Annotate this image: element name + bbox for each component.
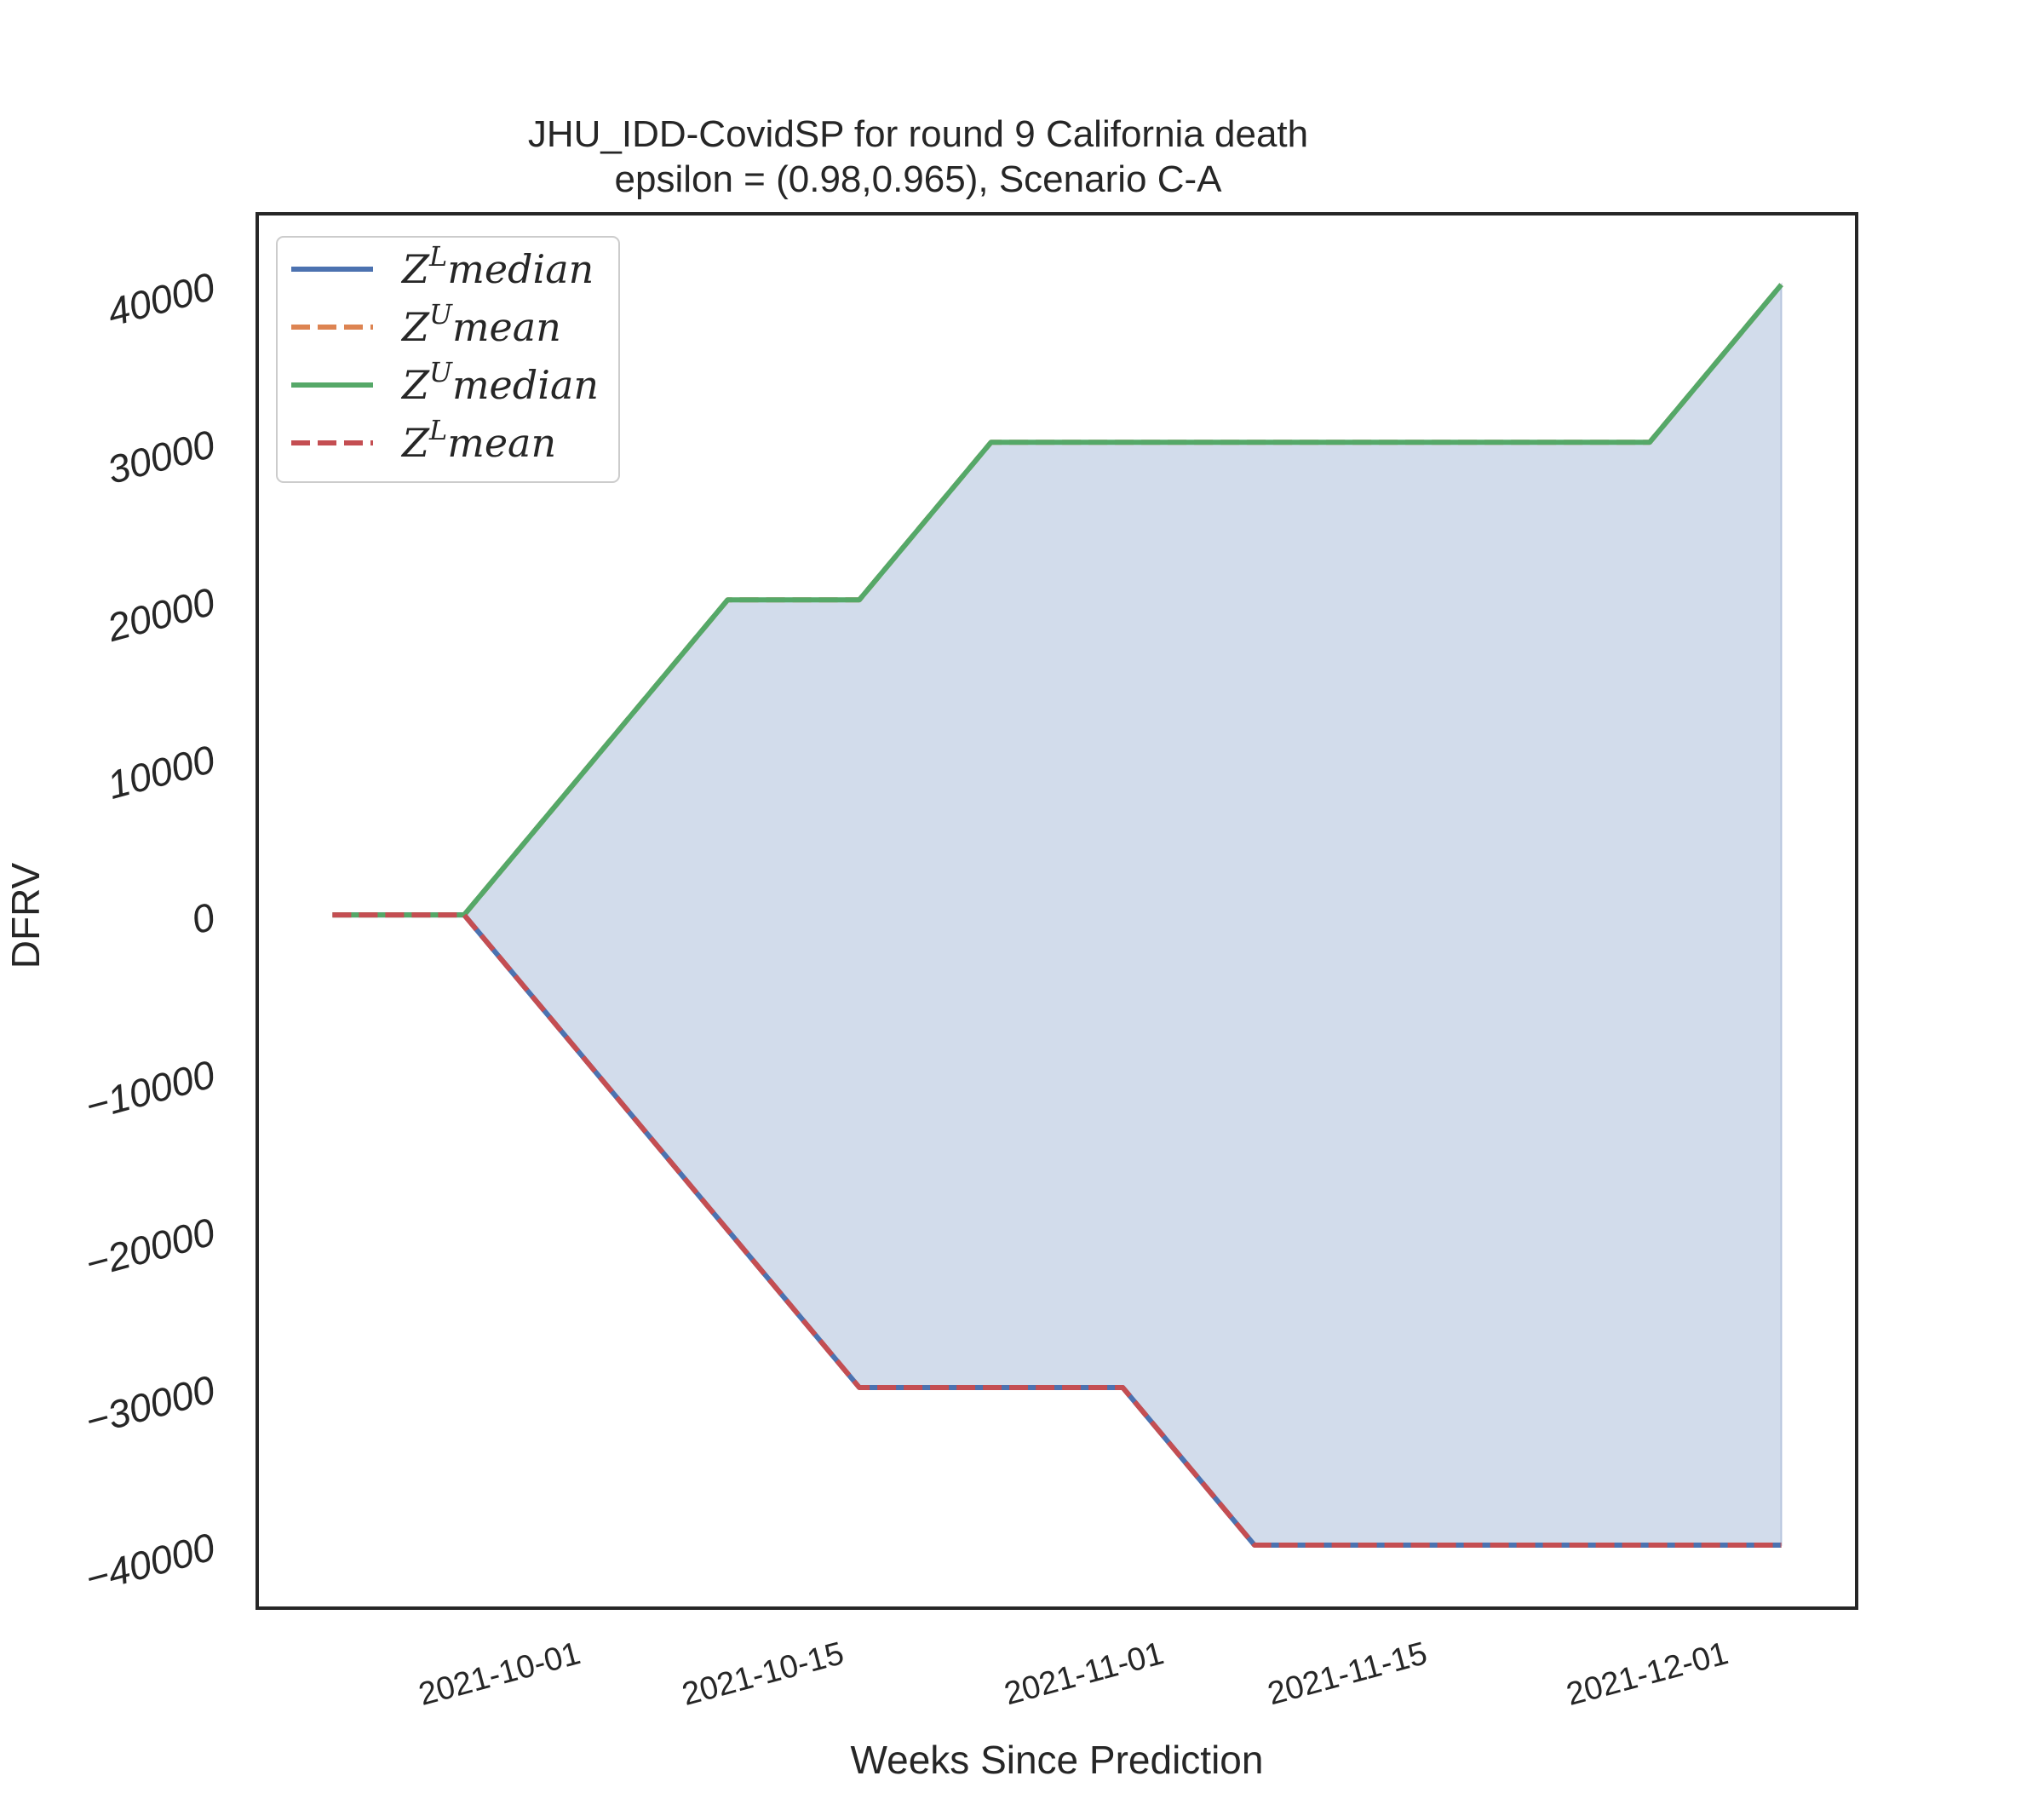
x-tick-label: 2021-11-01 (1001, 1635, 1168, 1712)
legend-box (276, 236, 620, 483)
y-tick-label: −30000 (81, 1366, 220, 1443)
y-tick-label: 30000 (103, 422, 220, 492)
plot-frame (256, 212, 1858, 1610)
y-tick-labels: −40000 −30000 −20000 −10000 0 10000 20000 30000… (81, 264, 220, 1601)
chart-subtitle: epsilon = (0.98,0.965), Scenario C-A (615, 158, 1223, 200)
x-tick-label: 2021-10-15 (679, 1635, 848, 1713)
x-tick-label: 2021-11-15 (1264, 1635, 1431, 1712)
legend-items: ZLmedian ZUmean ZUmedian ZLmean (291, 240, 599, 466)
series-line-zu_median (332, 283, 1783, 918)
legend: ZLmedian ZUmean ZUmedian ZLmean (276, 236, 620, 483)
y-tick-label: 10000 (103, 737, 220, 807)
legend-label-zu_mean: ZUmean (400, 298, 561, 350)
legend-label-zu_median: ZUmedian (400, 356, 599, 408)
y-tick-label: 20000 (102, 579, 220, 651)
x-tick-labels: 2021-10-01 2021-10-15 2021-11-01 2021-11-15… (415, 1635, 1731, 1713)
legend-label-zl_median: ZLmedian (400, 240, 594, 292)
series-line-zl_mean (332, 912, 1782, 1548)
series-lines-layer (332, 283, 1783, 1548)
x-tick-label: 2021-10-01 (415, 1635, 584, 1713)
y-tick-label: −20000 (81, 1209, 220, 1285)
x-axis-label: Weeks Since Prediction (851, 1738, 1264, 1782)
y-tick-label: −40000 (81, 1524, 220, 1600)
chart-title: JHU_IDD-CovidSP for round 9 California d… (528, 113, 1308, 155)
y-tick-label: 40000 (103, 264, 220, 335)
y-tick-label: −10000 (81, 1051, 220, 1128)
y-axis-label: DFRV (3, 862, 48, 968)
y-tick-label: 0 (187, 894, 220, 942)
x-tick-label: 2021-12-01 (1563, 1635, 1732, 1713)
legend-label-zl_mean: ZLmean (400, 414, 556, 466)
